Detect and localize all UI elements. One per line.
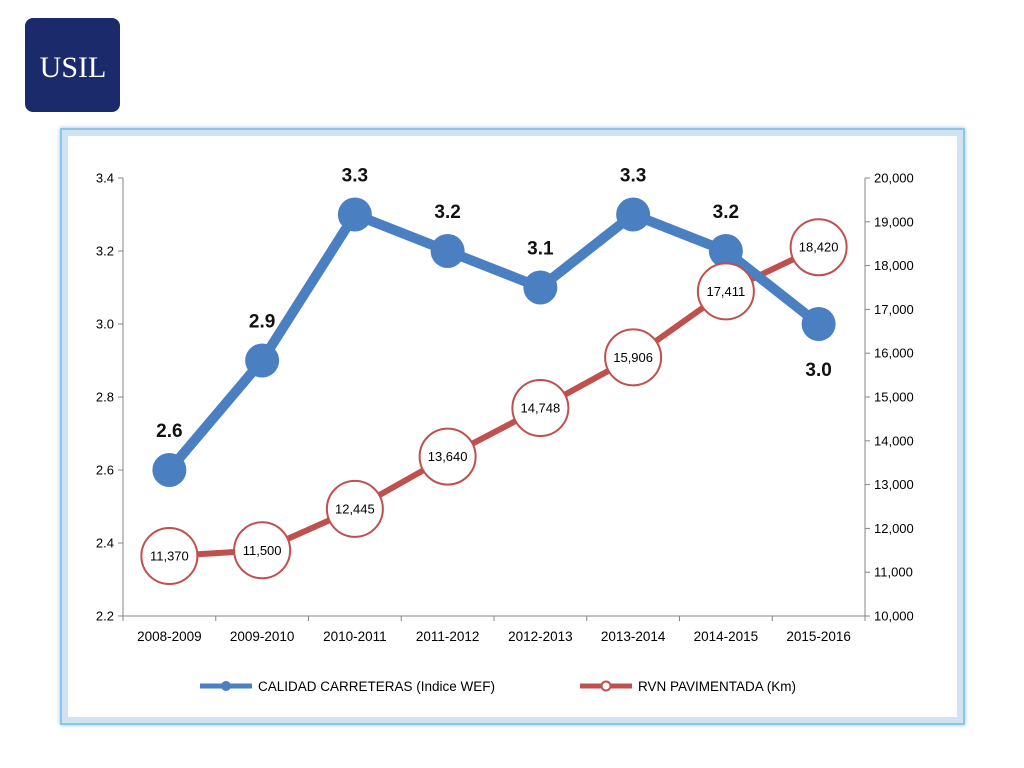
right-axis-tick-label: 20,000 bbox=[874, 171, 914, 186]
left-axis-tick-label: 2.6 bbox=[96, 463, 114, 478]
calidad-carreteras-point bbox=[152, 453, 187, 487]
calidad-carreteras-point bbox=[245, 343, 280, 378]
calidad-carreteras-data-label: 3.3 bbox=[620, 166, 646, 187]
calidad-carreteras-data-label: 3.1 bbox=[527, 239, 554, 260]
usil-logo-text: USIL bbox=[39, 51, 106, 84]
rvn-pavimentada-point bbox=[511, 379, 570, 438]
legend-label-rvn-pavimentada: RVN PAVIMENTADA (Km) bbox=[638, 679, 796, 694]
calidad-carreteras-data-label: 2.9 bbox=[249, 312, 275, 333]
left-axis-tick-label: 3.2 bbox=[96, 244, 114, 259]
rvn-pavimentada-data-label: 17,411 bbox=[706, 284, 745, 299]
calidad-carreteras-data-label: 3.3 bbox=[342, 166, 368, 187]
right-axis-tick-label: 15,000 bbox=[874, 390, 914, 405]
rvn-pavimentada-point bbox=[789, 218, 848, 277]
calidad-carreteras-data-label: 3.0 bbox=[805, 360, 831, 381]
x-axis-category-label: 2012-2013 bbox=[508, 629, 573, 644]
chart-frame: 2.2 2.4 2.6 2.8 3.0 3.2 3.4 10,000 11,000 12,000 1… bbox=[60, 128, 965, 725]
legend-label-calidad-carreteras: CALIDAD CARRETERAS (Indice WEF) bbox=[258, 679, 495, 694]
rvn-pavimentada-point bbox=[233, 521, 292, 580]
x-axis-category-label: 2010-2011 bbox=[323, 629, 387, 644]
right-axis-tick-label: 13,000 bbox=[874, 477, 914, 492]
rvn-pavimentada-data-label: 18,420 bbox=[799, 240, 839, 255]
rvn-pavimentada-point bbox=[418, 427, 477, 486]
rvn-pavimentada-data-label: 11,500 bbox=[243, 543, 282, 558]
rvn-pavimentada-point bbox=[325, 479, 384, 538]
right-axis-tick-label: 14,000 bbox=[874, 433, 914, 448]
rvn-pavimentada-data-label: 11,370 bbox=[150, 548, 189, 563]
rvn-pavimentada-data-label: 15,906 bbox=[613, 350, 653, 365]
rvn-pavimentada-data-label: 14,748 bbox=[520, 401, 560, 416]
x-axis-category-label: 2011-2012 bbox=[416, 629, 480, 644]
left-axis-tick-label: 3.4 bbox=[96, 171, 114, 186]
legend-marker-calidad-carreteras bbox=[221, 681, 231, 691]
x-axis-category-label: 2009-2010 bbox=[230, 629, 295, 644]
calidad-carreteras-point bbox=[337, 197, 372, 232]
calidad-carreteras-point bbox=[430, 234, 465, 268]
x-axis-category-label: 2013-2014 bbox=[601, 629, 666, 644]
right-axis-tick-label: 18,000 bbox=[874, 258, 914, 273]
calidad-carreteras-point bbox=[708, 234, 743, 268]
calidad-carreteras-data-label: 3.2 bbox=[713, 202, 739, 223]
rvn-pavimentada-data-label: 12,445 bbox=[335, 501, 375, 516]
usil-logo-mark: USIL bbox=[39, 51, 106, 84]
right-axis-tick-label: 17,000 bbox=[874, 302, 914, 317]
calidad-carreteras-data-label: 3.2 bbox=[434, 202, 460, 223]
right-axis-tick-label: 10,000 bbox=[874, 609, 914, 624]
rvn-pavimentada-point bbox=[140, 526, 199, 585]
right-axis-tick-label: 19,000 bbox=[874, 214, 914, 229]
left-axis-tick-label: 2.8 bbox=[96, 390, 114, 405]
usil-logo: USIL bbox=[25, 18, 120, 112]
chart-area: 2.2 2.4 2.6 2.8 3.0 3.2 3.4 10,000 11,000 12,000 1… bbox=[68, 136, 957, 717]
x-axis-category-label: 2008-2009 bbox=[137, 629, 202, 644]
legend-marker-rvn-pavimentada bbox=[600, 680, 612, 692]
calidad-carreteras-data-label: 2.6 bbox=[156, 421, 182, 442]
dual-axis-line-chart: 2.2 2.4 2.6 2.8 3.0 3.2 3.4 10,000 11,000 12,000 1… bbox=[96, 166, 914, 695]
x-axis-category-label: 2014-2015 bbox=[694, 629, 759, 644]
calidad-carreteras-point bbox=[801, 307, 836, 341]
right-axis-tick-label: 16,000 bbox=[874, 346, 914, 361]
x-axis-category-label: 2015-2016 bbox=[786, 629, 851, 644]
left-axis-tick-label: 2.2 bbox=[96, 609, 114, 624]
rvn-pavimentada-point bbox=[696, 262, 755, 321]
calidad-carreteras-point bbox=[523, 270, 558, 305]
rvn-pavimentada-data-label: 13,640 bbox=[428, 449, 468, 464]
left-axis-tick-label: 2.4 bbox=[96, 536, 114, 551]
calidad-carreteras-point bbox=[616, 197, 651, 232]
left-axis-tick-label: 3.0 bbox=[96, 317, 114, 332]
right-axis-tick-label: 11,000 bbox=[874, 565, 913, 580]
rvn-pavimentada-point bbox=[604, 328, 663, 387]
right-axis-tick-label: 12,000 bbox=[874, 521, 914, 536]
